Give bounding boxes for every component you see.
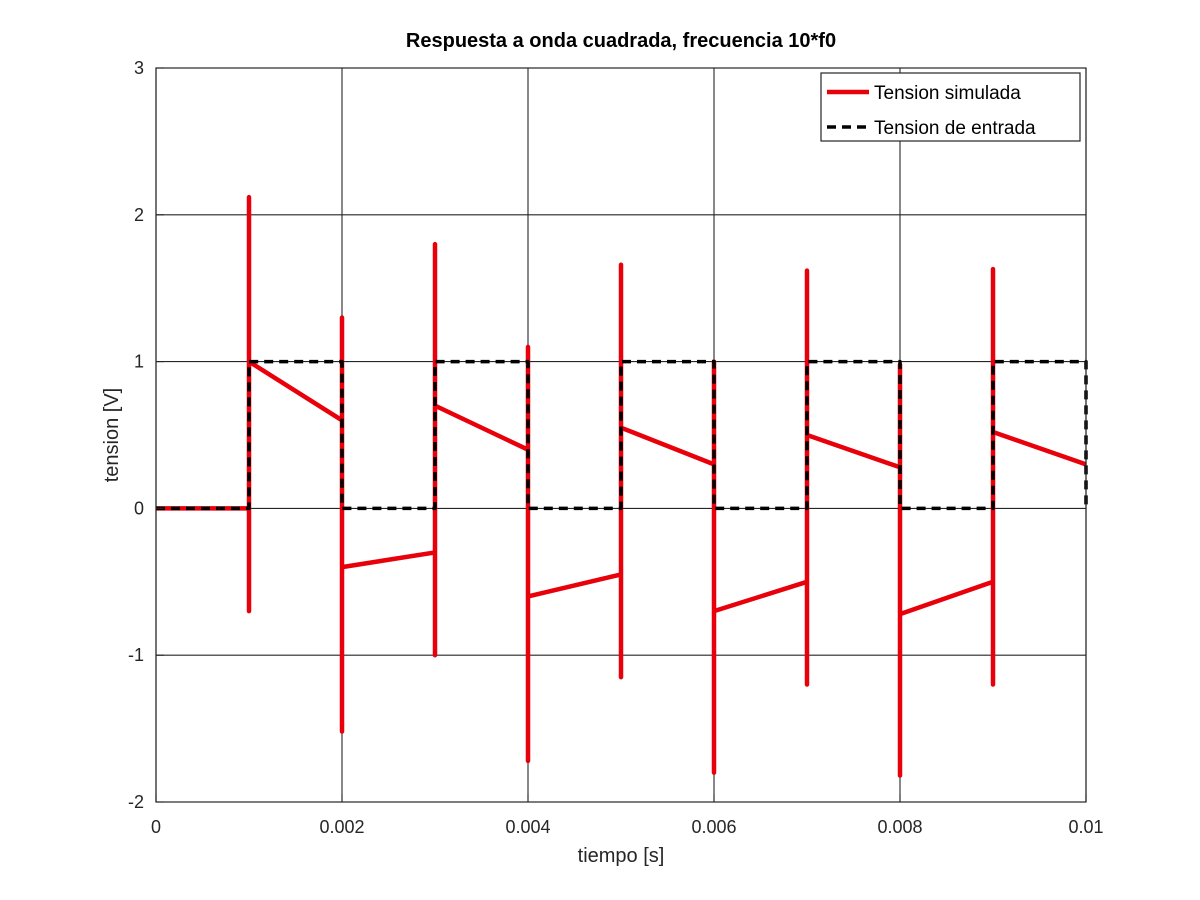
x-tick-label: 0.01: [1068, 817, 1103, 837]
series-group: [156, 194, 1088, 778]
x-tick-label: 0.002: [319, 817, 364, 837]
x-axis-label: tiempo [s]: [578, 845, 665, 867]
legend-label-simulada: Tension simulada: [874, 83, 1021, 104]
y-tick-label: 1: [134, 352, 144, 372]
legend-box: [820, 72, 1081, 142]
y-tick-label: 2: [134, 205, 144, 225]
y-axis-label: tension [V]: [101, 388, 123, 483]
ticks: 0 0.002 0.004 0.006 0.008 0.01 -2 -1 0 1 2 3: [128, 58, 1104, 837]
legend-label-entrada: Tension de entrada: [874, 118, 1036, 139]
y-tick-label: 3: [134, 58, 144, 78]
plot-frame: [155, 67, 1087, 803]
series-line-tension-simulada: [156, 194, 1087, 778]
x-tick-label: 0.008: [877, 817, 922, 837]
y-tick-label: -2: [128, 792, 144, 812]
legend: Tension simulada Tension de entrada: [820, 72, 1081, 142]
x-tick-label: 0.006: [691, 817, 736, 837]
x-tick-label: 0: [151, 817, 161, 837]
y-tick-label: -1: [128, 645, 144, 665]
y-tick-label: 0: [134, 498, 144, 518]
series-line-tension-entrada: [156, 359, 1088, 511]
chart-title: Respuesta a onda cuadrada, frecuencia 10…: [406, 30, 836, 52]
x-tick-label: 0.004: [505, 817, 550, 837]
